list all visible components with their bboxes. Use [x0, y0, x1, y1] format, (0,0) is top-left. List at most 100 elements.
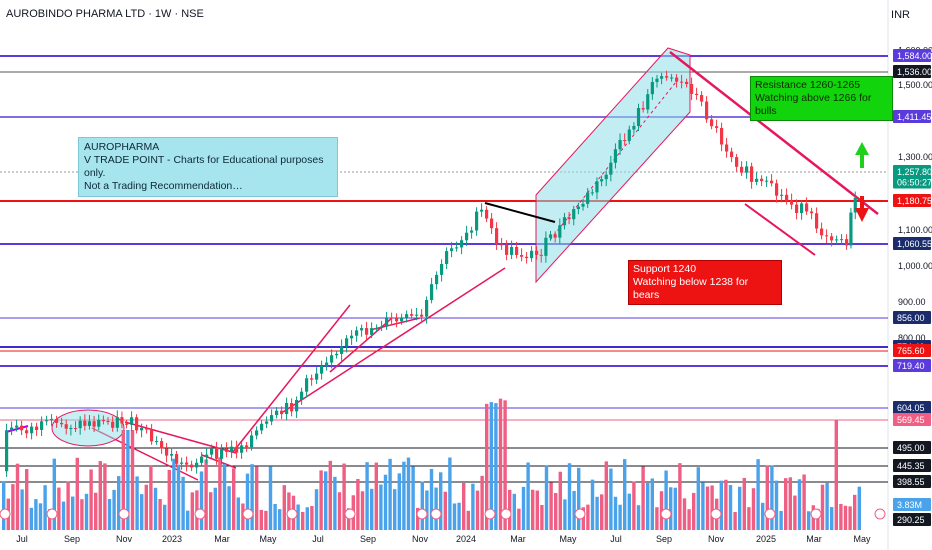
volume-bar — [710, 485, 714, 530]
volume-bar — [498, 398, 503, 530]
time-tick-label: Sep — [656, 534, 672, 544]
candle-body — [845, 239, 849, 246]
volume-bar — [572, 490, 576, 530]
base-ellipse — [51, 409, 125, 447]
volume-bar — [172, 458, 176, 530]
candle-body — [590, 192, 594, 194]
candle-body — [285, 403, 289, 415]
info-note[interactable]: AUROPHARMA V TRADE POINT - Charts for Ed… — [78, 137, 338, 197]
volume-bar — [411, 466, 415, 530]
price-label: 765.60 — [897, 346, 925, 356]
candle-body — [295, 399, 299, 412]
volume-bar — [379, 484, 383, 530]
price-label-bg — [893, 513, 931, 526]
volume-bar — [370, 488, 374, 530]
volume-bar — [209, 492, 213, 530]
support-note[interactable]: Support 1240 Watching below 1238 for bea… — [628, 260, 782, 305]
volume-bar — [485, 403, 489, 530]
resistance-line-1: Resistance 1260-1265 — [755, 79, 861, 91]
volume-bar — [761, 502, 765, 530]
candle-body — [627, 129, 631, 141]
candle-body — [300, 391, 304, 400]
candle-body — [78, 420, 82, 429]
candle-body — [618, 139, 622, 150]
volume-bar — [98, 461, 102, 530]
candle-body — [20, 425, 24, 431]
volume-bar — [788, 477, 792, 530]
resistance-note[interactable]: Resistance 1260-1265 Watching above 1266… — [750, 76, 893, 121]
info-line-3: Not a Trading Recommendation… — [84, 180, 243, 192]
candle-body — [685, 81, 689, 85]
volume-bar — [439, 472, 443, 530]
candle-body — [710, 119, 714, 127]
volume-bar — [756, 459, 760, 530]
breakout-line — [484, 202, 556, 223]
candle-body — [425, 300, 429, 317]
time-tick-label: Mar — [510, 534, 526, 544]
candle-body — [810, 211, 814, 214]
candle-body — [675, 77, 679, 82]
candle-body — [45, 420, 49, 422]
earnings-marker-icon — [46, 508, 58, 520]
candle-body — [35, 426, 39, 430]
volume-bar — [429, 468, 434, 530]
candle-body — [641, 108, 645, 110]
volume-bar — [282, 485, 286, 530]
volume-bar — [779, 510, 783, 530]
candle-body — [562, 217, 567, 226]
volume-bar — [517, 508, 521, 530]
candle-body — [385, 317, 389, 327]
price-label: 1,180.75 — [897, 196, 932, 206]
candle-body — [700, 95, 704, 102]
volume-bar — [719, 480, 723, 530]
volume-bar — [356, 478, 360, 530]
candle-body — [64, 424, 68, 429]
candle-body — [815, 213, 819, 229]
volume-bar — [738, 486, 742, 530]
candle-body — [623, 139, 627, 141]
candle-body — [55, 418, 59, 423]
candle-body — [315, 373, 319, 380]
candle-body — [340, 346, 344, 354]
candle-body — [695, 93, 699, 96]
candle-body — [470, 230, 474, 233]
volume-bar — [830, 507, 834, 530]
candle-body — [210, 448, 214, 455]
candle-body — [720, 127, 724, 145]
price-label-bg — [893, 237, 931, 250]
candle-body — [595, 181, 599, 193]
candle-body — [175, 454, 179, 464]
volume-bar — [383, 474, 388, 530]
candle-body — [450, 248, 454, 252]
candle-body — [395, 318, 399, 322]
volume-bar — [636, 505, 641, 530]
candle-body — [475, 211, 479, 231]
earnings-marker-icon — [242, 508, 254, 520]
volume-bar — [613, 496, 618, 530]
candle-body — [665, 76, 669, 78]
candle-body — [455, 247, 459, 249]
volume-bar — [549, 482, 553, 530]
price-label: 1,411.45 — [897, 112, 931, 122]
candle-body — [544, 237, 548, 256]
candle-body — [525, 256, 529, 259]
volume-bar — [664, 470, 668, 530]
candle-body — [853, 197, 857, 213]
volume-bar — [360, 491, 365, 530]
candle-body — [735, 157, 739, 167]
price-label-bg — [893, 459, 931, 472]
candle-body — [495, 228, 499, 245]
price-label: 1,257.80 — [897, 167, 932, 177]
trendline-d — [369, 317, 421, 331]
candle-body — [755, 178, 759, 182]
earnings-marker-icon — [574, 508, 586, 520]
volume-bar — [232, 468, 236, 530]
volume-bar — [590, 479, 595, 530]
candle-body — [535, 250, 539, 255]
candle-body — [115, 417, 119, 428]
volume-bar — [38, 503, 43, 530]
candle-body — [530, 250, 534, 259]
volume-bar — [273, 503, 277, 530]
volume-bar — [328, 460, 332, 530]
